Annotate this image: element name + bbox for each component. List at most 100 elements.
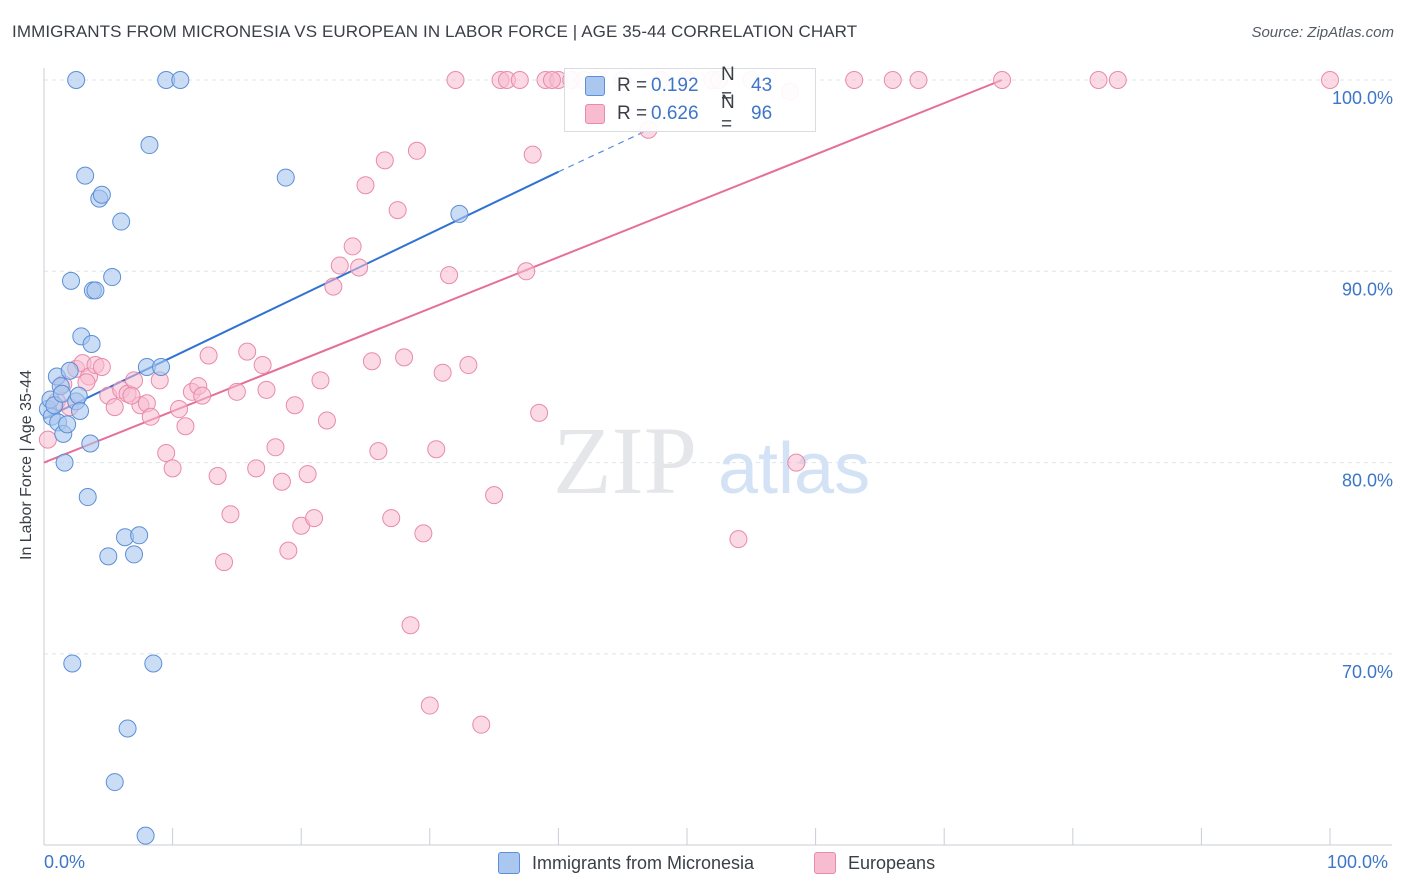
micronesia-point	[60, 361, 79, 380]
europeans-point	[485, 486, 504, 505]
micronesia-point	[105, 773, 124, 792]
europeans-point	[305, 509, 324, 528]
europeans-point	[141, 407, 160, 426]
micronesia-point	[92, 185, 111, 204]
micronesia-point	[58, 415, 77, 434]
europeans-point	[459, 356, 478, 375]
europeans-point	[279, 541, 298, 560]
micronesia-point	[152, 357, 171, 376]
europeans-point	[199, 346, 218, 365]
grid-layer	[44, 79, 1392, 655]
europeans-point	[157, 444, 176, 463]
europeans-point	[215, 553, 234, 572]
europeans-point	[369, 442, 388, 461]
europeans-point	[510, 71, 529, 89]
europeans-point	[317, 411, 336, 430]
micronesia-point	[144, 654, 163, 673]
europeans-point	[523, 145, 542, 164]
europeans-point	[883, 71, 902, 89]
europeans-point	[375, 151, 394, 170]
europeans-point	[362, 352, 381, 371]
europeans-point	[105, 398, 124, 417]
x-tick-label-max: 100.0%	[1327, 852, 1389, 872]
micronesia-trend-extension	[558, 129, 649, 173]
legend-label-micronesia: Immigrants from Micronesia	[532, 852, 755, 873]
europeans-point	[298, 465, 317, 484]
watermark: ZIP atlas	[553, 407, 870, 514]
micronesia-point	[99, 547, 118, 566]
europeans-point	[787, 453, 806, 472]
europeans-point	[993, 71, 1012, 89]
micronesia-point	[125, 545, 144, 564]
micronesia-points	[38, 71, 469, 845]
micronesia-point	[82, 334, 101, 353]
micronesia-point	[140, 136, 159, 155]
europeans-point	[388, 201, 407, 220]
europeans-point	[420, 696, 439, 715]
legend-swatch-blue	[585, 76, 605, 96]
legend-item-micronesia: Immigrants from Micronesia	[498, 852, 754, 874]
micronesia-point	[112, 212, 131, 231]
europeans-point	[356, 176, 375, 195]
europeans-point	[440, 266, 459, 285]
micronesia-point	[276, 168, 295, 187]
europeans-point	[350, 258, 369, 277]
europeans-point	[729, 530, 748, 549]
europeans-point	[414, 524, 433, 543]
europeans-point	[909, 71, 928, 89]
micronesia-point	[71, 401, 90, 420]
correlation-legend: R = 0.192 N = 43 R = 0.626 N = 96	[564, 64, 816, 135]
europeans-point	[208, 466, 227, 485]
europeans-point	[221, 505, 240, 524]
europeans-points	[38, 71, 1339, 734]
europeans-point	[395, 348, 414, 367]
europeans-point	[122, 386, 141, 405]
micronesia-point	[62, 271, 81, 290]
europeans-point	[266, 438, 285, 457]
legend-r-value: 0.192	[651, 75, 699, 96]
legend-n-label: N =	[721, 64, 735, 107]
europeans-point	[247, 459, 266, 478]
europeans-point	[38, 430, 57, 449]
europeans-point	[170, 400, 189, 419]
legend-swatch-pink	[814, 852, 836, 874]
europeans-point	[401, 616, 420, 635]
micronesia-point	[103, 268, 122, 287]
y-tick-label: 70.0%	[1342, 662, 1393, 682]
europeans-point	[163, 459, 182, 478]
europeans-point	[92, 357, 111, 376]
europeans-point	[343, 237, 362, 256]
watermark-zip: ZIP	[553, 407, 697, 514]
y-tick-label: 100.0%	[1332, 88, 1393, 108]
y-tick-label: 80.0%	[1342, 471, 1393, 491]
micronesia-point	[136, 826, 155, 845]
europeans-point	[330, 256, 349, 275]
europeans-point	[1089, 71, 1108, 89]
micronesia-point	[118, 719, 137, 738]
legend-r-label: R =	[617, 103, 648, 124]
source-credit: Source: ZipAtlas.com	[1251, 24, 1394, 41]
micronesia-point	[78, 488, 97, 507]
europeans-point	[382, 509, 401, 528]
y-tick-labels: 70.0% 80.0% 90.0% 100.0%	[1332, 88, 1393, 682]
legend-swatch-blue	[498, 852, 520, 874]
micronesia-point	[86, 281, 105, 300]
y-axis-label: In Labor Force | Age 35-44	[18, 369, 35, 560]
legend-n-value: 96	[751, 103, 773, 124]
europeans-point	[407, 141, 426, 160]
europeans-point	[542, 71, 561, 89]
legend-n-value: 43	[751, 75, 773, 96]
europeans-point	[227, 382, 246, 401]
micronesia-point	[63, 654, 82, 673]
europeans-point	[472, 715, 491, 734]
x-tick-label-min: 0.0%	[44, 852, 86, 872]
europeans-point	[272, 472, 291, 491]
micronesia-point	[130, 526, 149, 545]
europeans-point	[845, 71, 864, 89]
europeans-point	[1108, 71, 1127, 89]
europeans-point	[530, 403, 549, 422]
micronesia-point	[171, 71, 190, 89]
europeans-point	[517, 262, 536, 281]
legend-n-label: N =	[721, 92, 735, 135]
